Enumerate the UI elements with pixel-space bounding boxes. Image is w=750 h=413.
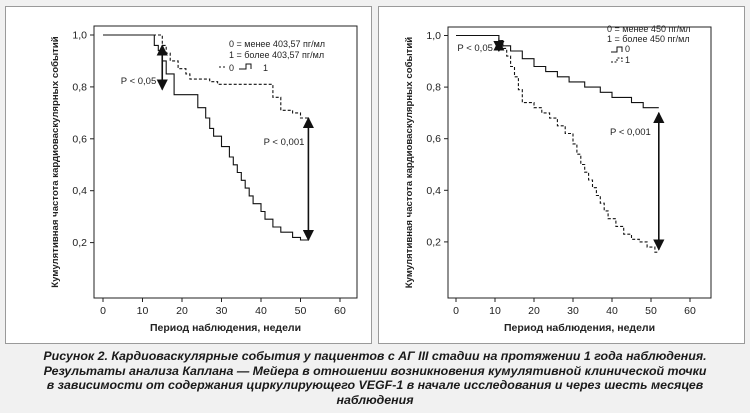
legend-line-2: 1 = более 403,57 пг/мл [229,50,324,60]
legend-key-1-line [611,57,623,63]
plot-frame [93,25,358,299]
caption-line-2: Результаты анализа Каплана — Мейера в от… [43,363,707,378]
x-tick-label: 40 [255,305,267,317]
x-tick-label: 50 [295,305,307,317]
y-tick-label: 0,8 [72,81,87,93]
legend-key-0-line [611,46,623,53]
legend-key-1: 1 [625,55,630,65]
x-tick-label: 60 [334,305,346,317]
x-tick-label: 0 [453,305,459,317]
x-tick-label: 30 [216,305,228,317]
y-tick-label: 0,2 [72,237,87,249]
p-value-label: P < 0,001 [264,137,305,148]
x-tick-label: 0 [100,305,106,317]
y-tick-label: 0,6 [426,133,441,145]
y-tick-label: 0,6 [72,133,87,145]
x-tick-label: 30 [567,305,579,317]
y-tick-label: 0,2 [426,236,441,248]
p-value-label: P < 0,05 [457,43,492,54]
x-tick-label: 40 [606,305,618,317]
x-tick-label: 50 [645,305,657,317]
x-axis-label: Период наблюдения, недели [150,322,301,334]
chart-panel-right: 0 10 20 30 40 50 60 0,2 0,4 0,6 0,8 1,0 Период наблю… [378,6,745,344]
legend-line-2: 1 = более 450 пг/мл [607,34,690,44]
series-0-line [456,34,659,109]
x-axis-label: Период наблюдения, недели [504,322,655,334]
y-tick-label: 0,4 [72,185,87,197]
x-tick-label: 20 [176,305,188,317]
x-tick-label: 10 [137,305,149,317]
y-axis-label: Кумулятивная частота кардиоваскулярных с… [404,37,415,288]
legend-key-1: 1 [263,63,268,73]
legend-key-1-line [239,63,252,70]
caption-line-4: наблюдения [336,392,414,407]
caption-line-1: Рисунок 2. Кардиоваскулярные события у п… [43,349,707,363]
caption-line-3: в зависимости от содержания циркулирующе… [46,378,704,393]
legend-key-0: 0 [229,63,234,73]
y-tick-label: 1,0 [72,30,87,42]
plot-frame [447,26,712,299]
figure-caption: Рисунок 2. Кардиоваскулярные события у п… [0,349,750,407]
p-value-label: P < 0,001 [610,127,651,138]
series-1-line [456,34,659,253]
x-tick-label: 60 [684,305,696,317]
y-tick-label: 0,8 [426,82,441,94]
y-axis-label: Кумулятивная частота кардиоваскулярных с… [50,36,61,287]
y-tick-label: 1,0 [426,30,441,42]
p-value-label: P < 0,05 [121,76,156,87]
y-tick-label: 0,4 [426,185,441,197]
x-tick-label: 20 [528,305,540,317]
legend-line-1: 0 = менее 403,57 пг/мл [229,39,325,49]
legend-key-0: 0 [625,44,630,54]
chart-panel-left: 0 10 20 30 40 50 60 0,2 0,4 0,6 0,8 1,0 Период наблю… [5,6,372,344]
legend-line-1: 0 = менее 450 пг/мл [607,24,691,34]
x-tick-label: 10 [489,305,501,317]
